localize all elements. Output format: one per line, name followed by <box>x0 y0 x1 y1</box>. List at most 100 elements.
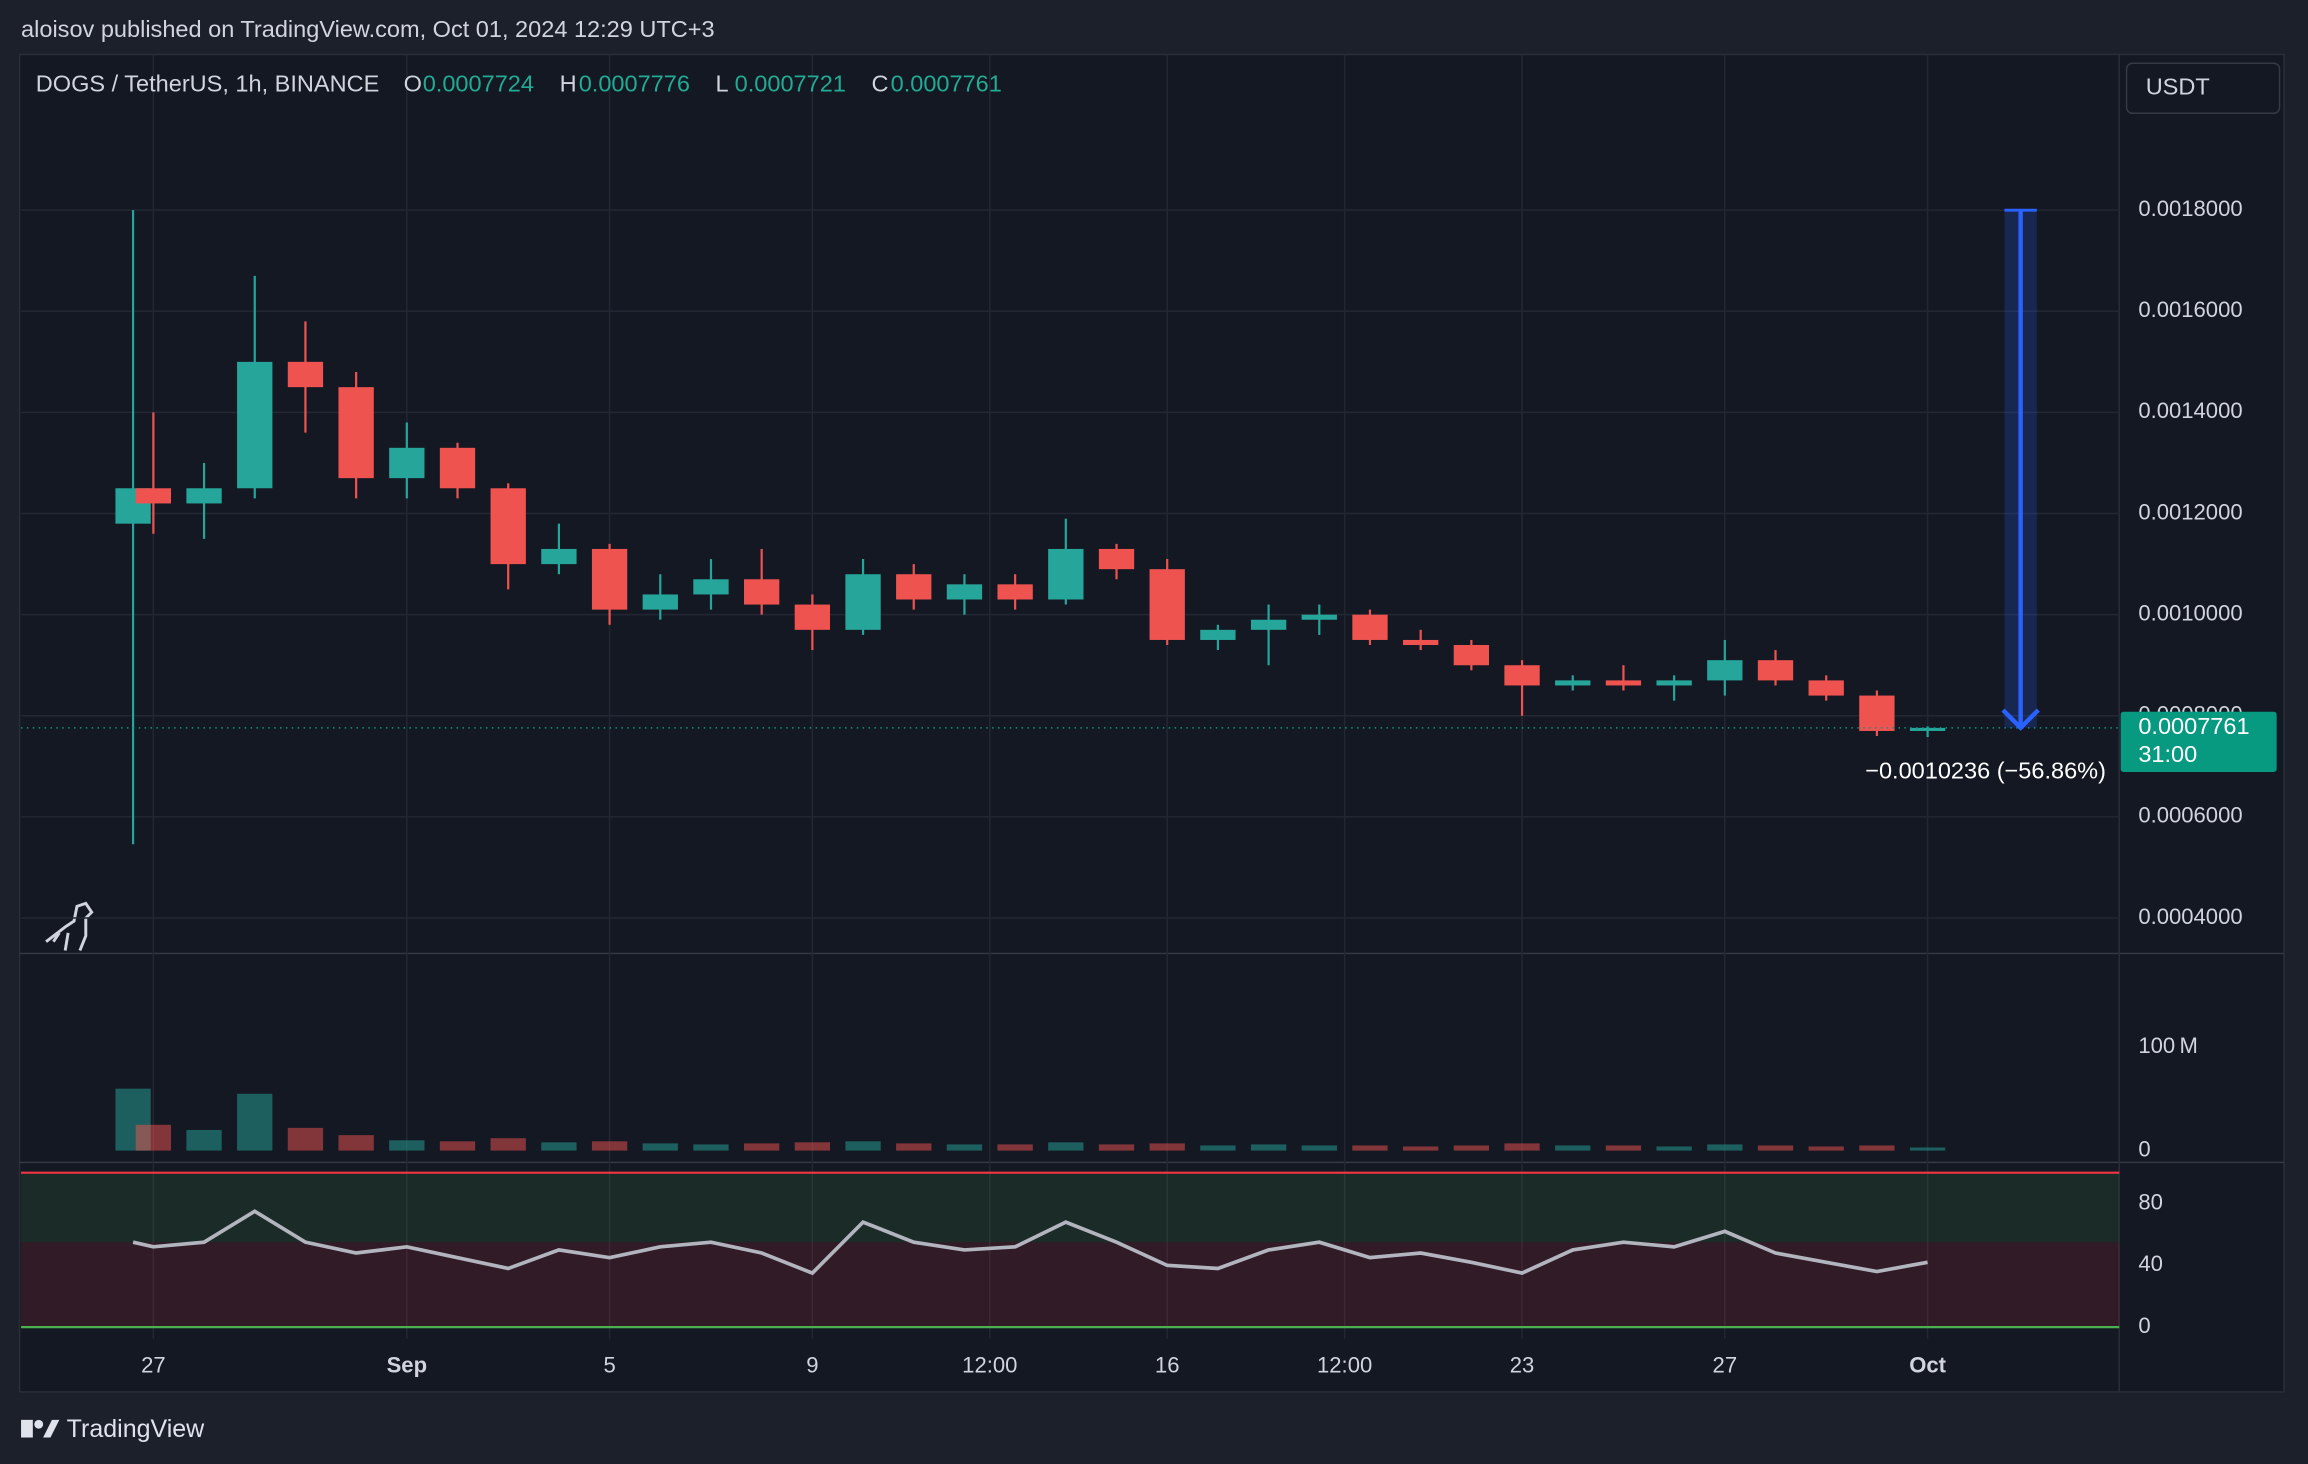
candle-body <box>693 579 729 595</box>
volume-bar <box>338 1135 374 1151</box>
last-price-tag <box>2120 711 2277 773</box>
volume-bar <box>1757 1145 1794 1151</box>
rsi-band <box>21 1242 2120 1328</box>
candle-body <box>1808 680 1844 696</box>
candle-body <box>591 548 628 610</box>
candle-body <box>642 594 678 610</box>
currency-label[interactable]: USDT <box>2146 74 2210 100</box>
last-price-label: 0.0007761 <box>2138 713 2249 739</box>
candle-body <box>946 584 983 600</box>
y-tick-label: 0.0018000 <box>2138 196 2242 221</box>
candle-body <box>1504 665 1540 686</box>
y-tick-label: 0.0016000 <box>2138 297 2242 322</box>
volume-bar <box>997 1144 1033 1151</box>
volume-bar <box>946 1144 983 1151</box>
candle-body <box>744 579 780 605</box>
candle-body <box>1048 548 1084 600</box>
volume-bar <box>1453 1145 1490 1151</box>
volume-bar <box>794 1142 831 1151</box>
volume-bar <box>1504 1143 1540 1151</box>
candle-body <box>1707 660 1743 681</box>
candle-body <box>794 604 831 630</box>
ohlc-key: C <box>871 71 888 97</box>
volume-bar <box>1707 1144 1743 1151</box>
candle-body <box>439 447 476 489</box>
candle-body <box>997 584 1033 600</box>
candle-body <box>1555 680 1591 686</box>
ohlc-key: O <box>404 71 422 97</box>
x-tick-label: 9 <box>806 1353 818 1378</box>
candle-body <box>1301 614 1337 620</box>
ohlc-value: 0.0007776 <box>579 71 690 97</box>
candle-body <box>237 361 273 489</box>
y-tick-label: 80 <box>2138 1189 2163 1214</box>
ohlc-key: H <box>560 71 577 97</box>
x-tick-label: 27 <box>1713 1353 1738 1378</box>
x-tick-label: Oct <box>1909 1353 1946 1378</box>
volume-bar <box>389 1140 425 1151</box>
x-tick-label: 12:00 <box>1317 1353 1372 1378</box>
candle-body <box>1656 680 1692 686</box>
candle-body <box>1403 639 1439 646</box>
y-tick-label: 0.0004000 <box>2138 904 2242 929</box>
volume-bar <box>591 1141 628 1151</box>
volume-bar <box>845 1141 881 1151</box>
candle-body <box>1352 614 1388 640</box>
volume-bar <box>1352 1145 1388 1151</box>
y-tick-label: 0 <box>2138 1136 2150 1161</box>
y-tick-label: 0.0010000 <box>2138 600 2242 625</box>
volume-bar <box>1048 1142 1084 1151</box>
countdown: 31:00 <box>2138 741 2197 767</box>
x-tick-label: Sep <box>387 1353 427 1378</box>
ohlc-key: L <box>716 71 729 97</box>
measure-arrowhead <box>2001 708 2040 731</box>
candle-body <box>1149 569 1185 640</box>
dino-icon <box>45 901 94 952</box>
volume-bar <box>1403 1146 1439 1151</box>
candle-body <box>1098 548 1135 570</box>
rsi-line <box>132 1209 1928 1276</box>
volume-bar <box>1149 1143 1185 1151</box>
y-tick-label: 40 <box>2138 1251 2163 1276</box>
volume-bar <box>541 1142 577 1151</box>
x-tick-label: 16 <box>1155 1353 1180 1378</box>
candle-body <box>845 574 881 630</box>
volume-bar <box>135 1124 172 1151</box>
symbol: DOGS / TetherUS, 1h, BINANCE <box>36 71 380 97</box>
x-tick-label: 5 <box>603 1353 615 1378</box>
measure-label: −0.0010236 (−56.86%) <box>1865 758 2106 784</box>
volume-bar <box>287 1127 324 1151</box>
volume-bar <box>693 1144 729 1151</box>
x-tick-label: 23 <box>1510 1353 1535 1378</box>
publisher: aloisov published on TradingView.com, Oc… <box>21 16 715 42</box>
candle-body <box>389 447 425 479</box>
volume-bar <box>642 1143 678 1151</box>
plot: 27 Sep 5 9 12:00 16 12:00 23 27 Oct 0.0004000 0.000… <box>21 54 2277 1378</box>
volume-bar <box>186 1129 222 1151</box>
rsi-band <box>21 1172 2120 1243</box>
volume-bar <box>1808 1146 1844 1151</box>
volume-bar <box>1656 1146 1692 1151</box>
footer-logo <box>21 1419 60 1438</box>
y-tick-label: 0 <box>2138 1313 2150 1338</box>
volume-bar <box>1909 1147 1946 1151</box>
candle-body <box>135 488 172 504</box>
footer-brand: TradingView <box>67 1415 206 1443</box>
x-tick-label: 27 <box>141 1353 166 1378</box>
y-tick-label: 0.0006000 <box>2138 803 2242 828</box>
candle-body <box>1250 619 1287 630</box>
candle-body <box>1605 680 1642 686</box>
volume-bar <box>1301 1145 1337 1151</box>
volume-bar <box>1098 1144 1135 1151</box>
candle-body <box>287 361 324 388</box>
x-tick-label: 12:00 <box>962 1353 1017 1378</box>
volume-bar <box>439 1141 476 1151</box>
y-tick-label: 100 M <box>2138 1033 2198 1058</box>
currency-button[interactable] <box>2125 62 2281 115</box>
candle-body <box>1909 727 1946 731</box>
volume-bar <box>1555 1145 1591 1151</box>
candle-body <box>338 387 374 479</box>
candle-body <box>541 548 577 565</box>
